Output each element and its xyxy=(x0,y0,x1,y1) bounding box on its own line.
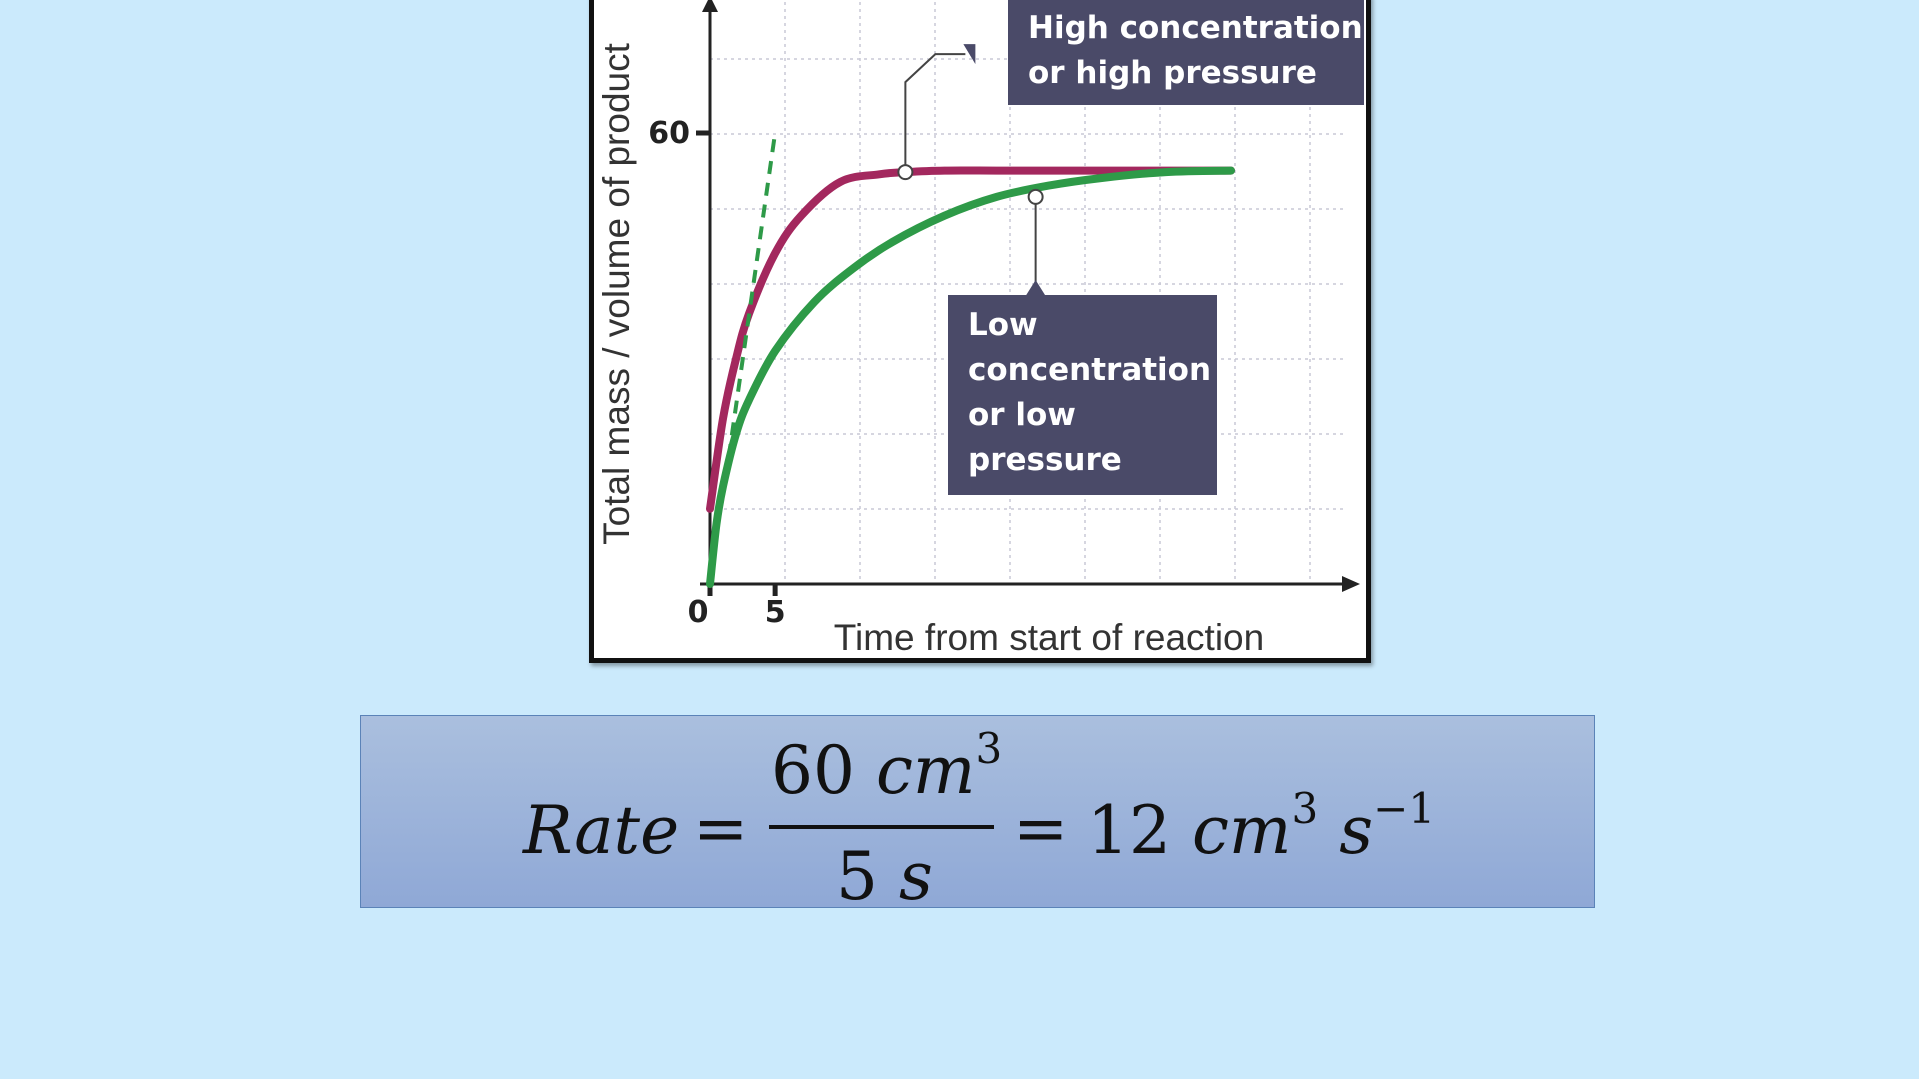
callout-low-line-2: concentration xyxy=(968,352,1212,388)
formula-numerator: 60 cm3 xyxy=(771,728,1002,804)
formula-equals-1: = xyxy=(693,790,749,867)
callout-low-concentration: Low concentration or low pressure xyxy=(948,295,1217,495)
callout-high-concentration: High concentration or high pressure xyxy=(1008,0,1364,105)
callout-low-line-4: pressure xyxy=(968,442,1122,478)
y-axis-label: Total mass / volume of product xyxy=(596,42,637,544)
result-exponent-2: −1 xyxy=(1373,784,1436,833)
callout-low-line-1: Low xyxy=(968,307,1038,343)
fraction-bar xyxy=(769,825,994,829)
formula-lhs: Rate xyxy=(523,792,680,869)
series-line-high xyxy=(706,166,1235,513)
formula-denominator: 5 s xyxy=(836,844,933,910)
denominator-unit: s xyxy=(898,838,933,915)
result-unit-cm: cm xyxy=(1191,792,1292,869)
callout-low-marker xyxy=(1027,188,1044,205)
callout-low-line-3: or low xyxy=(968,397,1076,433)
result-value: 12 xyxy=(1087,792,1171,869)
callout-high-line-1: High concentration xyxy=(1028,10,1363,46)
rate-formula-box: Rate = 60 cm3 5 s = 12 cm3 s−1 xyxy=(360,715,1595,910)
denominator-value: 5 xyxy=(836,838,878,915)
numerator-unit: cm xyxy=(875,732,976,809)
callout-high-marker xyxy=(897,164,914,181)
y-axis-arrow xyxy=(702,0,718,12)
callout-high-line-2: or high pressure xyxy=(1028,55,1317,91)
x-axis-label: Time from start of reaction xyxy=(834,617,1264,658)
numerator-value: 60 xyxy=(771,732,855,809)
result-exponent-1: 3 xyxy=(1291,784,1319,833)
formula-equals-2: = xyxy=(1013,790,1069,867)
x-tick-label: 5 xyxy=(765,595,786,630)
x-tick-label: 0 xyxy=(688,595,709,630)
chart-frame: 60 0 5 Time from start of reaction Total mas… xyxy=(589,0,1371,663)
tangent-line xyxy=(723,132,778,480)
result-unit-s: s xyxy=(1339,792,1374,869)
reaction-rate-chart: 60 0 5 Time from start of reaction Total mas… xyxy=(596,0,1360,658)
callout-high-pointer xyxy=(963,44,976,65)
y-tick-label: 60 xyxy=(648,116,690,151)
numerator-exponent: 3 xyxy=(975,724,1003,773)
callout-high-connector xyxy=(904,53,966,173)
formula-result: 12 cm3 s−1 xyxy=(1087,788,1435,864)
x-axis-arrow xyxy=(1342,576,1360,592)
callout-low-pointer xyxy=(1025,280,1046,296)
